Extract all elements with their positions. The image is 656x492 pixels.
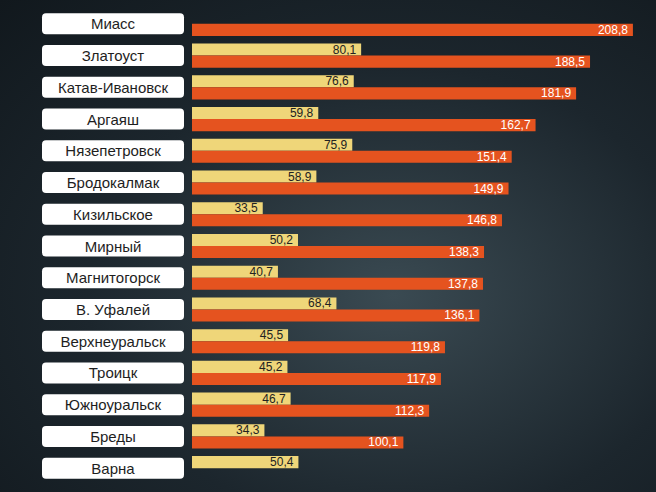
svg-text:45,2: 45,2 [259,360,283,374]
svg-text:Бреды: Бреды [90,428,136,445]
svg-text:Троицк: Троицк [89,364,138,381]
svg-text:75,9: 75,9 [324,138,348,152]
svg-text:Кизильское: Кизильское [73,206,153,223]
svg-text:137,8: 137,8 [448,277,478,291]
svg-text:Аргаяш: Аргаяш [87,111,139,128]
svg-text:181,9: 181,9 [541,86,571,100]
svg-text:45,5: 45,5 [260,328,284,342]
svg-text:80,1: 80,1 [333,43,357,57]
svg-text:146,8: 146,8 [467,213,497,227]
svg-text:Бродокалмак: Бродокалмак [67,174,160,191]
svg-text:34,3: 34,3 [236,423,260,437]
svg-text:138,3: 138,3 [449,245,479,259]
svg-text:Варна: Варна [91,460,135,477]
svg-text:208,8: 208,8 [598,23,628,37]
svg-text:Миасс: Миасс [91,15,136,32]
svg-text:76,6: 76,6 [325,74,349,88]
svg-text:Нязепетровск: Нязепетровск [65,142,161,159]
svg-text:151,4: 151,4 [477,150,507,164]
svg-text:119,8: 119,8 [411,340,440,354]
svg-text:136,1: 136,1 [444,308,474,322]
svg-text:В. Уфалей: В. Уфалей [76,301,150,318]
svg-text:58,9: 58,9 [288,170,312,184]
svg-text:100,1: 100,1 [368,435,398,449]
svg-text:Магнитогорск: Магнитогорск [66,269,161,286]
svg-text:112,3: 112,3 [395,404,424,418]
svg-text:Южноуральск: Южноуральск [65,396,162,413]
svg-text:59,8: 59,8 [290,106,314,120]
svg-text:149,9: 149,9 [474,182,504,196]
svg-text:162,7: 162,7 [501,118,531,132]
svg-text:40,7: 40,7 [250,265,274,279]
svg-text:50,2: 50,2 [270,233,294,247]
svg-text:188,5: 188,5 [555,55,585,69]
svg-text:117,9: 117,9 [407,372,436,386]
svg-text:33,5: 33,5 [234,201,258,215]
svg-text:46,7: 46,7 [262,392,286,406]
svg-text:Мирный: Мирный [85,238,142,255]
svg-text:Катав-Ивановск: Катав-Ивановск [58,79,169,96]
svg-text:Златоуст: Златоуст [82,47,145,64]
svg-text:Верхнеуральск: Верхнеуральск [60,333,166,350]
svg-text:50,4: 50,4 [270,455,294,469]
svg-text:68,4: 68,4 [308,296,332,310]
